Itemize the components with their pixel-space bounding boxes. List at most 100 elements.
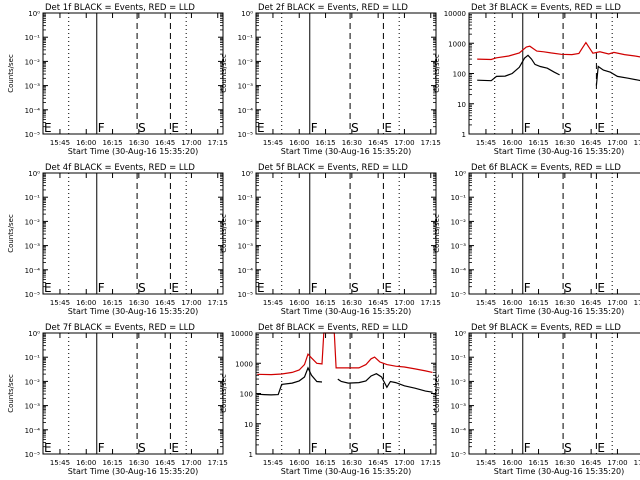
y-tick-label: 10⁰: [241, 170, 253, 178]
x-tick-label: 16:45: [155, 139, 175, 147]
x-tick-label: 16:15: [102, 299, 122, 307]
x-tick-label: 17:15: [208, 299, 228, 307]
x-axis-label: Start Time (30-Aug-16 15:35:20): [68, 467, 199, 476]
y-tick-label: 10: [244, 421, 253, 429]
plot-frame: [42, 332, 224, 455]
x-tick-label: 16:15: [528, 459, 548, 467]
y-tick-label: 10⁻⁴: [451, 267, 467, 275]
x-tick-label: 16:45: [581, 459, 601, 467]
panel-title: Det 3f BLACK = Events, RED = LLD: [471, 3, 621, 13]
marker-letter-s: S: [564, 281, 572, 295]
marker-letter-f: F: [311, 281, 318, 295]
panel-det-4f: Det 4f BLACK = Events, RED = LLD Counts/s…: [7, 163, 228, 316]
panel-det-1f: Det 1f BLACK = Events, RED = LLD Counts/s…: [7, 3, 228, 156]
x-tick-label: 16:45: [368, 139, 388, 147]
marker-letter-s: S: [564, 441, 572, 455]
x-tick-label: 16:45: [155, 299, 175, 307]
x-tick-label: 16:45: [368, 459, 388, 467]
marker-letter-f: F: [98, 121, 105, 135]
y-tick-label: 10⁻⁵: [238, 291, 254, 299]
x-tick-label: 16:00: [76, 139, 96, 147]
y-tick-label: 10⁻³: [238, 243, 254, 251]
y-tick-label: 10⁻³: [25, 403, 41, 411]
plot-frame: [468, 12, 640, 135]
plot-frame: [255, 12, 437, 135]
x-tick-label: 15:45: [263, 139, 283, 147]
x-tick-label: 17:00: [394, 299, 414, 307]
x-tick-label: 15:45: [476, 139, 496, 147]
y-axis-label: Counts/sec: [220, 54, 228, 93]
panel-det-7f: Det 7f BLACK = Events, RED = LLD Counts/s…: [7, 323, 228, 476]
y-tick-label: 10⁻⁴: [25, 107, 41, 115]
y-tick-label: 1: [462, 131, 466, 139]
x-tick-label: 16:00: [76, 459, 96, 467]
y-tick-label: 10⁻³: [451, 403, 467, 411]
y-tick-label: 10⁻¹: [25, 354, 41, 362]
plot-frame: [255, 332, 437, 455]
x-tick-label: 16:00: [289, 139, 309, 147]
x-tick-label: 16:00: [502, 139, 522, 147]
x-tick-label: 17:00: [607, 139, 627, 147]
series-events-line: [337, 373, 433, 393]
y-tick-label: 10⁻⁴: [238, 267, 254, 275]
x-tick-label: 15:45: [476, 299, 496, 307]
x-tick-label: 16:30: [555, 459, 575, 467]
y-tick-label: 10⁰: [28, 10, 40, 18]
x-tick-label: 17:00: [394, 459, 414, 467]
series-events-line: [257, 366, 323, 396]
y-tick-label: 10⁰: [28, 170, 40, 178]
y-tick-label: 10⁻⁵: [238, 131, 254, 139]
y-axis-label: Counts/sec: [7, 214, 15, 253]
x-tick-label: 15:45: [50, 459, 70, 467]
x-tick-label: 16:00: [76, 299, 96, 307]
plot-frame: [255, 172, 437, 295]
marker-letter-e: E: [257, 121, 265, 135]
y-tick-label: 10⁻¹: [25, 194, 41, 202]
plot-frame: [42, 172, 224, 295]
x-tick-label: 17:00: [607, 299, 627, 307]
x-tick-label: 17:00: [181, 299, 201, 307]
x-tick-label: 16:15: [315, 139, 335, 147]
y-tick-label: 1: [249, 451, 253, 459]
panel-det-5f: Det 5f BLACK = Events, RED = LLD Counts/s…: [220, 163, 441, 316]
marker-letter-f: F: [311, 441, 318, 455]
series-lld-line: [257, 332, 433, 376]
x-tick-label: 17:15: [208, 459, 228, 467]
panel-title: Det 4f BLACK = Events, RED = LLD: [45, 163, 195, 173]
y-axis-label: Counts/sec: [220, 214, 228, 253]
y-tick-label: 10⁻²: [25, 378, 41, 386]
panel-title: Det 9f BLACK = Events, RED = LLD: [471, 323, 621, 333]
marker-letter-f: F: [524, 441, 531, 455]
marker-letter-f: F: [311, 121, 318, 135]
series-lld-line: [477, 41, 640, 61]
x-tick-label: 15:45: [263, 459, 283, 467]
x-axis-label: Start Time (30-Aug-16 15:35:20): [494, 467, 625, 476]
y-tick-label: 10⁰: [454, 330, 466, 338]
y-tick-label: 100: [453, 71, 466, 79]
plot-frame: [468, 172, 640, 295]
x-axis-label: Start Time (30-Aug-16 15:35:20): [494, 147, 625, 156]
y-tick-label: 10⁻³: [25, 83, 41, 91]
plot-frame: [468, 332, 640, 455]
x-tick-label: 16:00: [502, 299, 522, 307]
y-tick-label: 10⁻¹: [238, 194, 254, 202]
x-tick-label: 15:45: [50, 299, 70, 307]
x-tick-label: 16:45: [368, 299, 388, 307]
x-tick-label: 16:30: [129, 459, 149, 467]
x-tick-label: 16:30: [129, 299, 149, 307]
marker-letter-e: E: [597, 441, 605, 455]
y-tick-label: 10⁻¹: [451, 354, 467, 362]
y-tick-label: 10⁻⁵: [451, 291, 467, 299]
y-axis-label: Counts/sec: [7, 374, 15, 413]
marker-letter-e: E: [597, 121, 605, 135]
x-tick-label: 16:30: [342, 139, 362, 147]
x-axis-label: Start Time (30-Aug-16 15:35:20): [281, 147, 412, 156]
y-tick-label: 10⁻²: [25, 58, 41, 66]
x-tick-label: 17:00: [607, 459, 627, 467]
x-tick-label: 17:15: [634, 459, 640, 467]
x-axis-label: Start Time (30-Aug-16 15:35:20): [281, 307, 412, 316]
marker-letter-e: E: [171, 121, 179, 135]
series-events-line: [595, 65, 640, 86]
marker-letter-e: E: [257, 281, 265, 295]
